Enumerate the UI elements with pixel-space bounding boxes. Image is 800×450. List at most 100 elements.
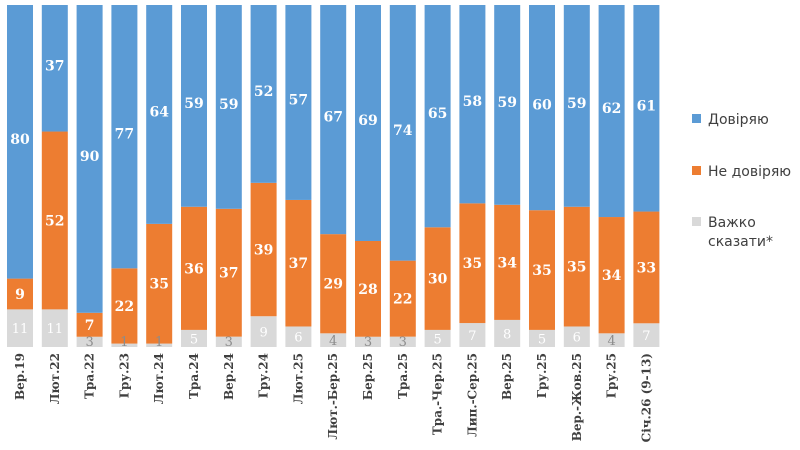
x-tick-label: Лют.22 — [48, 353, 62, 404]
data-label-trust: 59 — [219, 97, 238, 113]
data-label-trust: 61 — [637, 98, 656, 114]
bar-segment-distrust — [7, 278, 33, 310]
bar-segment-hard-to-say — [529, 329, 555, 347]
x-tick-label: Гру.24 — [257, 353, 271, 398]
bar-segment-hard-to-say — [424, 329, 451, 347]
data-label-distrust: 33 — [637, 260, 656, 276]
bar-segment-hard-to-say — [76, 336, 103, 347]
bar-segment-trust — [320, 5, 347, 235]
bar-segment-distrust — [424, 227, 451, 330]
x-tick-label: Січ.26 (9-13) — [639, 353, 653, 442]
data-label-distrust: 36 — [184, 261, 203, 277]
legend-label-trust: Довіряю — [708, 112, 769, 128]
data-label-hard-to-say: 6 — [294, 331, 302, 346]
data-label-hard-to-say: 3 — [364, 335, 372, 350]
data-label-trust: 58 — [463, 94, 482, 110]
data-label-hard-to-say: 3 — [85, 335, 93, 350]
bar-segment-hard-to-say — [355, 336, 381, 347]
x-tick-label: Лют.25 — [291, 353, 305, 404]
legend-label-hard-to-say: Важко сказати* — [708, 215, 773, 250]
bar-segment-trust — [424, 5, 451, 228]
bar-segment-hard-to-say — [250, 316, 277, 347]
bar-segment-distrust — [389, 260, 416, 337]
data-label-distrust: 34 — [602, 268, 622, 284]
bar-segment-trust — [459, 5, 486, 204]
bar-segment-trust — [633, 5, 660, 212]
bar-segment-distrust — [181, 206, 207, 330]
x-tick-label: Бер.25 — [361, 353, 375, 400]
x-tick-label: Лют.-Бер.25 — [326, 353, 340, 440]
bar-segment-hard-to-say — [320, 333, 347, 347]
bar-segment-trust — [146, 5, 173, 224]
x-tick-label: Вер.19 — [13, 353, 27, 400]
data-label-hard-to-say: 11 — [12, 322, 29, 337]
x-tick-label: Гру.23 — [117, 353, 131, 398]
bar-segment-hard-to-say — [111, 343, 138, 347]
bar-segment-trust — [355, 5, 381, 241]
bar-segment-distrust — [285, 199, 312, 327]
data-label-trust: 65 — [428, 106, 447, 122]
bar-segment-distrust — [320, 234, 347, 334]
bar-segment-hard-to-say — [459, 323, 486, 347]
bar-segment-trust — [181, 5, 207, 207]
x-tick-label: Гру.25 — [535, 353, 549, 398]
x-tick-label: Вер.24 — [222, 353, 236, 400]
data-label-distrust: 35 — [149, 277, 168, 293]
data-label-trust: 59 — [567, 96, 586, 112]
legend-label-distrust: Не довіряю — [708, 164, 791, 180]
bar-segment-trust — [7, 5, 33, 279]
bar-segment-hard-to-say — [633, 323, 660, 347]
data-label-distrust: 30 — [428, 272, 448, 288]
bar-segment-distrust — [459, 203, 486, 324]
bar-segment-trust — [215, 5, 242, 209]
data-label-trust: 59 — [184, 96, 203, 112]
bar-segment-distrust — [598, 217, 625, 334]
bar-segment-trust — [389, 5, 416, 261]
data-label-trust: 80 — [10, 132, 30, 148]
data-label-distrust: 22 — [393, 292, 412, 308]
bar-segment-trust — [76, 5, 103, 313]
data-label-hard-to-say: 11 — [47, 322, 64, 337]
bar-segment-trust — [598, 5, 625, 218]
data-label-trust: 77 — [115, 127, 134, 143]
bar-segment-hard-to-say — [494, 319, 521, 347]
data-label-hard-to-say: 3 — [225, 335, 233, 350]
data-label-trust: 69 — [358, 113, 377, 129]
bar-segment-distrust — [41, 131, 68, 310]
value-labels-group: 1198011523737901227713564536593375993952… — [10, 58, 656, 350]
bar-segment-distrust — [76, 312, 103, 337]
bar-segment-distrust — [563, 206, 590, 327]
data-label-trust: 62 — [602, 101, 621, 117]
bar-segment-distrust — [494, 204, 521, 320]
data-label-hard-to-say: 7 — [468, 329, 476, 344]
bar-segment-distrust — [111, 268, 138, 344]
bar-segment-trust — [250, 5, 277, 183]
data-label-distrust: 39 — [254, 243, 273, 259]
data-label-hard-to-say: 4 — [607, 334, 615, 349]
data-label-hard-to-say: 5 — [433, 332, 441, 347]
bar-segment-trust — [529, 5, 555, 211]
data-label-trust: 74 — [393, 123, 413, 139]
data-label-trust: 57 — [289, 92, 308, 108]
data-label-hard-to-say: 8 — [503, 327, 511, 342]
data-label-distrust: 37 — [289, 256, 308, 272]
data-label-distrust: 22 — [115, 299, 134, 315]
data-label-trust: 59 — [497, 95, 516, 111]
data-label-hard-to-say: 5 — [538, 332, 546, 347]
data-label-trust: 67 — [323, 110, 342, 126]
data-label-distrust: 9 — [15, 287, 25, 303]
legend-swatch-hard-to-say — [692, 217, 701, 226]
bar-segment-hard-to-say — [41, 309, 68, 347]
x-tick-label: Лип.-Сер.25 — [465, 353, 479, 437]
bar-segment-trust — [41, 5, 68, 132]
bar-segment-trust — [563, 5, 590, 207]
data-label-trust: 90 — [80, 149, 100, 165]
data-label-trust: 52 — [254, 84, 273, 100]
x-tick-label: Тра.-Чер.25 — [431, 353, 445, 435]
bar-segment-hard-to-say — [285, 326, 312, 347]
x-tick-label: Лют.24 — [152, 353, 166, 404]
category-ticks-group: Вер.19 Лют.22 Тра.22 Гру.23 Лют.24 Тра.24 Вер.… — [13, 353, 653, 442]
bar-segment-distrust — [146, 223, 173, 344]
